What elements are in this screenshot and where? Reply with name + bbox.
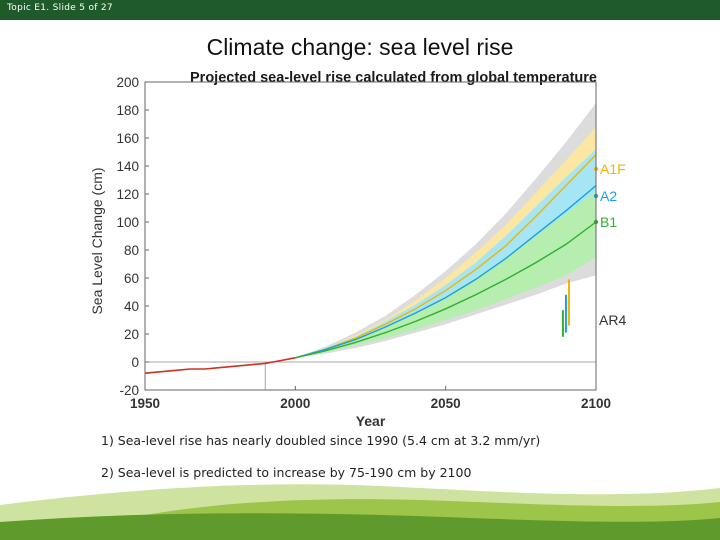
x-tick-label-2000: 2000 <box>280 396 310 411</box>
y-tick-label-60: 60 <box>124 271 139 286</box>
y-tick-label-20: 20 <box>124 327 139 342</box>
envelope-band <box>295 103 596 358</box>
slide-counter: Topic E1. Slide 5 of 27 <box>7 3 113 13</box>
y-tick-label-160: 160 <box>116 131 139 146</box>
label-a1f: A1F <box>600 161 626 177</box>
slide-title: Climate change: sea level rise <box>206 34 514 60</box>
slide-header-bar: Topic E1. Slide 5 of 27 <box>0 0 720 20</box>
y-tick-label--20: -20 <box>119 383 139 398</box>
y-tick-label-200: 200 <box>116 75 139 90</box>
y-tick-label-40: 40 <box>124 299 139 314</box>
x-tick-label-1950: 1950 <box>130 396 160 411</box>
line-b1 <box>295 221 597 359</box>
label-a2: A2 <box>600 188 617 204</box>
y-tick-label-180: 180 <box>116 103 139 118</box>
x-tick-label-2100: 2100 <box>581 396 611 411</box>
bullet-1: 1) Sea-level rise has nearly doubled sin… <box>101 433 541 448</box>
bullet-2: 2) Sea-level is predicted to increase by… <box>101 465 472 480</box>
footer-wave-dark <box>0 513 720 540</box>
band-b1 <box>295 191 596 358</box>
ar4-label: AR4 <box>599 312 626 328</box>
label-b1: B1 <box>600 214 617 230</box>
y-tick-label-100: 100 <box>116 215 139 230</box>
y-tick-label-80: 80 <box>124 243 139 258</box>
line-observed <box>144 357 296 374</box>
y-tick-label-140: 140 <box>116 159 139 174</box>
y-tick-label-120: 120 <box>116 187 139 202</box>
plot-frame <box>144 81 597 391</box>
x-tick-label-2050: 2050 <box>431 396 461 411</box>
line-a1f <box>295 154 597 359</box>
y-axis-label: Sea Level Change (cm) <box>89 167 105 314</box>
x-axis-label: Year <box>356 413 386 429</box>
line-a2 <box>295 185 597 359</box>
sea-level-chart: Projected sea-level rise calculated from… <box>89 70 626 429</box>
y-tick-label-0: 0 <box>131 355 139 370</box>
